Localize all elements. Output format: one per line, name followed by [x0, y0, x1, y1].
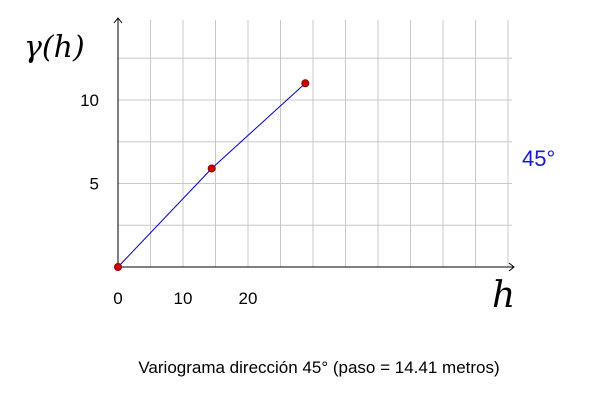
chart-caption: Variograma dirección 45° (paso = 14.41 m… — [138, 358, 499, 377]
y-tick-label: 5 — [90, 175, 99, 194]
y-axis-arrow — [113, 17, 123, 24]
x-tick-label: 0 — [113, 289, 122, 308]
series — [114, 79, 310, 271]
data-point — [301, 79, 310, 88]
y-tick-label: 10 — [80, 91, 99, 110]
x-tick-label: 10 — [174, 289, 193, 308]
data-point — [207, 164, 216, 173]
direction-annotation: 45° — [522, 146, 555, 171]
grid — [118, 20, 512, 267]
x-axis-arrow — [508, 262, 515, 272]
x-tick-label: 20 — [239, 289, 258, 308]
x-axis-label: h — [492, 275, 515, 316]
tick-labels: 0 10 20 5 10 — [80, 91, 257, 308]
data-point — [114, 262, 123, 271]
series-line — [117, 82, 306, 268]
y-axis-label: γ(h) — [24, 30, 85, 65]
axes — [113, 17, 515, 272]
